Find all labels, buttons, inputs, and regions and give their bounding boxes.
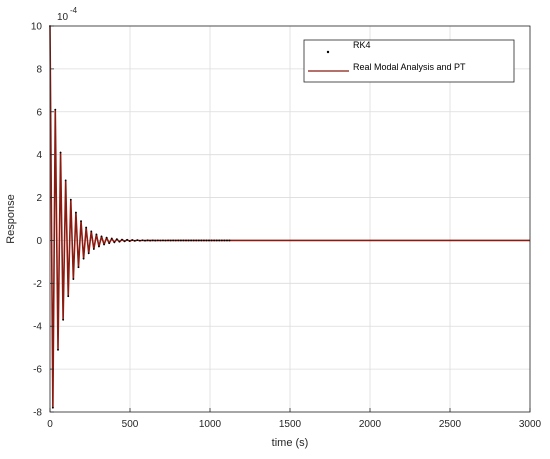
rk4-point xyxy=(169,239,172,242)
rk4-point xyxy=(141,239,144,242)
rk4-point xyxy=(126,238,129,241)
y-tick-label: 10 xyxy=(31,22,43,33)
rk4-point xyxy=(95,233,98,236)
rk4-point xyxy=(228,239,231,242)
rk4-point xyxy=(131,239,134,241)
rk4-point xyxy=(151,239,154,242)
rk4-point xyxy=(164,239,167,242)
y-tick-label: -4 xyxy=(33,322,42,333)
rk4-point xyxy=(182,239,185,242)
rk4-point xyxy=(149,239,152,242)
rk4-point xyxy=(118,240,121,243)
rk4-point xyxy=(223,239,226,242)
rk4-point xyxy=(113,241,116,244)
rk4-point xyxy=(82,257,85,260)
rk4-point xyxy=(220,239,223,242)
x-tick-label: 500 xyxy=(122,419,139,430)
y-tick-label: 2 xyxy=(36,193,42,204)
rk4-point xyxy=(123,240,126,243)
rk4-point xyxy=(133,239,136,242)
rk4-point xyxy=(85,226,88,229)
rk4-point xyxy=(195,239,198,242)
rk4-point xyxy=(92,248,95,250)
rk4-point xyxy=(110,237,113,240)
rk4-point xyxy=(75,211,77,214)
legend: RK4 Real Modal Analysis and PT xyxy=(303,39,515,83)
rk4-point xyxy=(51,406,54,409)
rk4-point xyxy=(218,239,221,242)
rk4-point xyxy=(154,239,157,242)
rk4-point xyxy=(128,240,131,242)
rk4-point xyxy=(144,239,146,242)
x-tick-label: 2500 xyxy=(439,419,462,430)
rk4-point xyxy=(87,252,90,255)
y-axis-label: Response xyxy=(5,194,17,244)
rk4-point xyxy=(64,179,67,182)
rk4-point xyxy=(105,236,108,239)
rk4-point xyxy=(103,243,105,246)
y-tick-label: -8 xyxy=(33,408,42,419)
x-tick-label: 2000 xyxy=(359,419,382,430)
y-tick-label: -2 xyxy=(33,279,42,290)
rk4-point xyxy=(90,230,93,233)
rk4-point xyxy=(100,235,103,238)
y-tick-label: 4 xyxy=(36,150,42,161)
rk4-point xyxy=(62,318,65,321)
rk4-point xyxy=(213,239,216,242)
rk4-point xyxy=(67,295,70,298)
rk4-point xyxy=(54,108,57,111)
legend-label-rk4: RK4 xyxy=(353,40,371,50)
rk4-point xyxy=(162,239,164,242)
rk4-point xyxy=(121,238,123,241)
rk4-point xyxy=(172,239,175,242)
rk4-point xyxy=(77,266,80,269)
legend-label-modal: Real Modal Analysis and PT xyxy=(353,62,466,72)
rk4-point xyxy=(187,239,190,242)
x-tick-label: 3000 xyxy=(519,419,542,430)
y-tick-label: 8 xyxy=(36,64,42,75)
legend-dot-marker xyxy=(326,50,330,54)
rk4-point xyxy=(159,239,162,242)
rk4-point xyxy=(179,239,182,242)
x-axis-label: time (s) xyxy=(272,437,309,449)
rk4-point xyxy=(226,239,228,242)
x-tick-label: 0 xyxy=(47,419,53,430)
rk4-point xyxy=(203,239,205,242)
rk4-point xyxy=(197,239,200,242)
y-exponent-power: -4 xyxy=(70,6,78,15)
rk4-point xyxy=(156,239,159,242)
rk4-point xyxy=(185,239,187,242)
rk4-point xyxy=(72,278,75,280)
rk4-point xyxy=(108,242,111,245)
rk4-point xyxy=(215,239,218,242)
rk4-point xyxy=(177,239,180,242)
rk4-point xyxy=(80,220,82,223)
rk4-point xyxy=(200,239,203,242)
x-tick-label: 1000 xyxy=(199,419,222,430)
rk4-point xyxy=(146,239,149,242)
y-tick-label: 0 xyxy=(36,236,42,247)
y-exponent-base: 10 xyxy=(57,12,69,23)
rk4-point xyxy=(136,239,139,242)
rk4-point xyxy=(59,151,62,154)
series-layer xyxy=(49,25,530,409)
rk4-point xyxy=(174,239,177,242)
rk4-point xyxy=(167,239,169,242)
rk4-point xyxy=(210,239,213,242)
rk4-point xyxy=(208,239,210,242)
rk4-point xyxy=(190,239,193,242)
rk4-point xyxy=(69,198,72,201)
rk4-point xyxy=(98,245,100,248)
y-tick-label: -6 xyxy=(33,365,42,376)
rk4-point xyxy=(205,239,208,242)
x-tick-label: 1500 xyxy=(279,419,302,430)
rk4-point xyxy=(192,239,195,242)
rk4-point xyxy=(57,348,59,351)
ticks: 0 500 1000 1500 2000 2500 3000 -8 -6 -4 -2 0 2 4 6 8 10 xyxy=(31,22,542,431)
rk4-point xyxy=(139,239,141,242)
rk4-point xyxy=(115,238,118,241)
legend-box xyxy=(303,39,515,83)
y-tick-label: 6 xyxy=(36,107,42,118)
